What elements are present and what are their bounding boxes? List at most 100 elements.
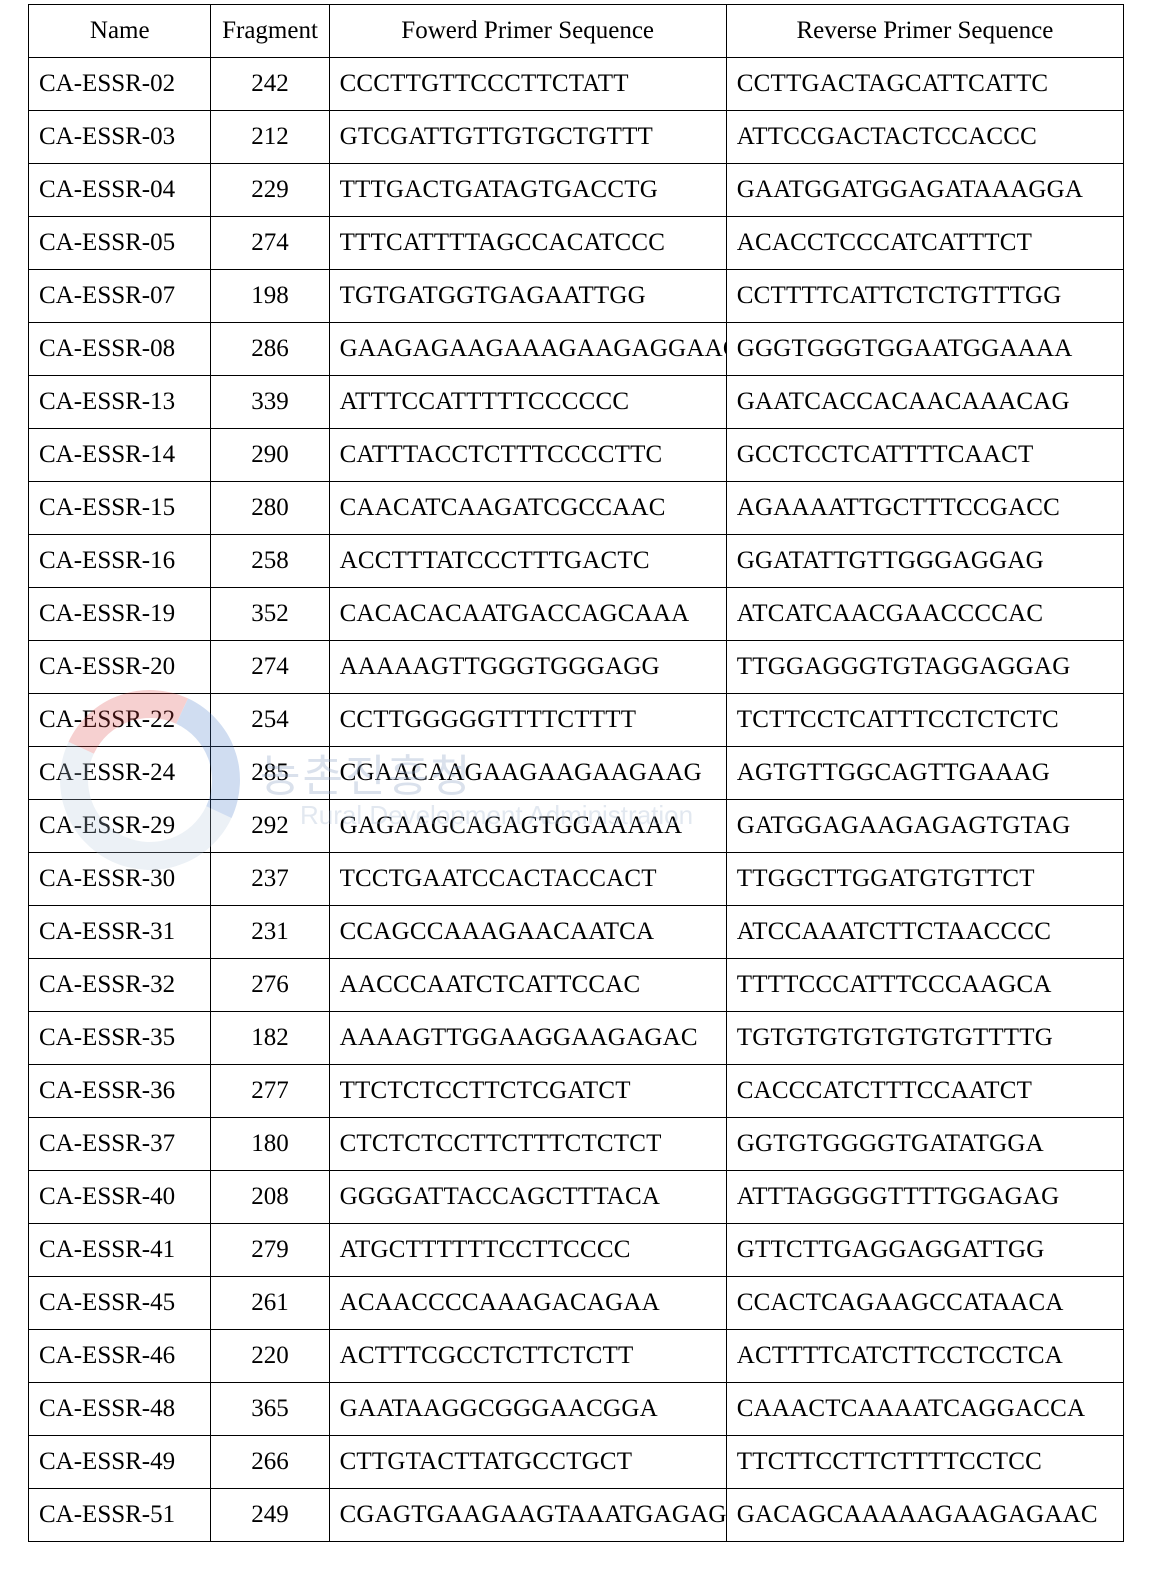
cell-fragment: 212 (211, 111, 329, 164)
cell-reverse-seq: AGTGTTGGCAGTTGAAAG (726, 747, 1123, 800)
cell-name: CA-ESSR-05 (29, 217, 211, 270)
cell-fragment: 280 (211, 482, 329, 535)
table-row: CA-ESSR-49266CTTGTACTTATGCCTGCTTTCTTCCTT… (29, 1436, 1124, 1489)
cell-forward-seq: TTCTCTCCTTCTCGATCT (329, 1065, 726, 1118)
cell-forward-seq: AACCCAATCTCATTCCAC (329, 959, 726, 1012)
cell-name: CA-ESSR-32 (29, 959, 211, 1012)
cell-name: CA-ESSR-08 (29, 323, 211, 376)
table-row: CA-ESSR-03212GTCGATTGTTGTGCTGTTTATTCCGAC… (29, 111, 1124, 164)
table-row: CA-ESSR-46220ACTTTCGCCTCTTCTCTTACTTTTCAT… (29, 1330, 1124, 1383)
cell-reverse-seq: TTGGCTTGGATGTGTTCT (726, 853, 1123, 906)
table-row: CA-ESSR-30237TCCTGAATCCACTACCACTTTGGCTTG… (29, 853, 1124, 906)
cell-name: CA-ESSR-24 (29, 747, 211, 800)
cell-fragment: 220 (211, 1330, 329, 1383)
cell-reverse-seq: ATTTAGGGGTTTTGGAGAG (726, 1171, 1123, 1224)
cell-fragment: 279 (211, 1224, 329, 1277)
table-row: CA-ESSR-24285CGAACAAGAAGAAGAAGAAGAGTGTTG… (29, 747, 1124, 800)
table-row: CA-ESSR-31231CCAGCCAAAGAACAATCAATCCAAATC… (29, 906, 1124, 959)
cell-forward-seq: ACAACCCCAAAGACAGAA (329, 1277, 726, 1330)
cell-name: CA-ESSR-35 (29, 1012, 211, 1065)
table-row: CA-ESSR-16258ACCTTTATCCCTTTGACTCGGATATTG… (29, 535, 1124, 588)
cell-forward-seq: GAAGAGAAGAAAGAAGAGGAAG (329, 323, 726, 376)
table-row: CA-ESSR-41279ATGCTTTTTTCCTTCCCCGTTCTTGAG… (29, 1224, 1124, 1277)
cell-reverse-seq: CAAACTCAAAATCAGGACCA (726, 1383, 1123, 1436)
cell-reverse-seq: GAATGGATGGAGATAAAGGA (726, 164, 1123, 217)
cell-reverse-seq: TTCTTCCTTCTTTTCCTCC (726, 1436, 1123, 1489)
table-row: CA-ESSR-20274AAAAAGTTGGGTGGGAGGTTGGAGGGT… (29, 641, 1124, 694)
cell-forward-seq: TCCTGAATCCACTACCACT (329, 853, 726, 906)
cell-fragment: 365 (211, 1383, 329, 1436)
cell-fragment: 274 (211, 641, 329, 694)
cell-name: CA-ESSR-30 (29, 853, 211, 906)
cell-reverse-seq: TTGGAGGGTGTAGGAGGAG (726, 641, 1123, 694)
cell-reverse-seq: AGAAAATTGCTTTCCGACC (726, 482, 1123, 535)
cell-name: CA-ESSR-19 (29, 588, 211, 641)
cell-fragment: 339 (211, 376, 329, 429)
table-row: CA-ESSR-14290CATTTACCTCTTTCCCCTTCGCCTCCT… (29, 429, 1124, 482)
cell-reverse-seq: ATCCAAATCTTCTAACCCC (726, 906, 1123, 959)
cell-name: CA-ESSR-31 (29, 906, 211, 959)
cell-reverse-seq: TGTGTGTGTGTGTGTTTTG (726, 1012, 1123, 1065)
cell-reverse-seq: GGGTGGGTGGAATGGAAAA (726, 323, 1123, 376)
table-row: CA-ESSR-08286GAAGAGAAGAAAGAAGAGGAAGGGGTG… (29, 323, 1124, 376)
cell-fragment: 266 (211, 1436, 329, 1489)
table-row: CA-ESSR-29292GAGAAGCAGAGTGGAAAAAGATGGAGA… (29, 800, 1124, 853)
cell-name: CA-ESSR-48 (29, 1383, 211, 1436)
cell-name: CA-ESSR-49 (29, 1436, 211, 1489)
table-header-row: Name Fragment Fowerd Primer Sequence Rev… (29, 5, 1124, 58)
cell-forward-seq: CGAGTGAAGAAGTAAATGAGAG (329, 1489, 726, 1542)
table-row: CA-ESSR-04229TTTGACTGATAGTGACCTGGAATGGAT… (29, 164, 1124, 217)
cell-fragment: 276 (211, 959, 329, 1012)
cell-forward-seq: AAAAGTTGGAAGGAAGAGAC (329, 1012, 726, 1065)
col-header-fragment: Fragment (211, 5, 329, 58)
cell-name: CA-ESSR-04 (29, 164, 211, 217)
cell-name: CA-ESSR-51 (29, 1489, 211, 1542)
cell-forward-seq: CAACATCAAGATCGCCAAC (329, 482, 726, 535)
cell-forward-seq: ATGCTTTTTTCCTTCCCC (329, 1224, 726, 1277)
primer-table: Name Fragment Fowerd Primer Sequence Rev… (28, 4, 1124, 1542)
table-row: CA-ESSR-35182AAAAGTTGGAAGGAAGAGACTGTGTGT… (29, 1012, 1124, 1065)
cell-forward-seq: ATTTCCATTTTTCCCCCC (329, 376, 726, 429)
cell-name: CA-ESSR-07 (29, 270, 211, 323)
cell-name: CA-ESSR-29 (29, 800, 211, 853)
cell-fragment: 254 (211, 694, 329, 747)
table-row: CA-ESSR-32276AACCCAATCTCATTCCACTTTTCCCAT… (29, 959, 1124, 1012)
cell-reverse-seq: TCTTCCTCATTTCCTCTCTC (726, 694, 1123, 747)
cell-reverse-seq: CACCCATCTTTCCAATCT (726, 1065, 1123, 1118)
table-row: CA-ESSR-19352CACACACAATGACCAGCAAAATCATCA… (29, 588, 1124, 641)
cell-forward-seq: CACACACAATGACCAGCAAA (329, 588, 726, 641)
cell-name: CA-ESSR-16 (29, 535, 211, 588)
table-row: CA-ESSR-51249CGAGTGAAGAAGTAAATGAGAGGACAG… (29, 1489, 1124, 1542)
cell-fragment: 286 (211, 323, 329, 376)
cell-forward-seq: CCAGCCAAAGAACAATCA (329, 906, 726, 959)
cell-forward-seq: ACCTTTATCCCTTTGACTC (329, 535, 726, 588)
cell-fragment: 180 (211, 1118, 329, 1171)
cell-name: CA-ESSR-22 (29, 694, 211, 747)
cell-forward-seq: TTTGACTGATAGTGACCTG (329, 164, 726, 217)
cell-fragment: 249 (211, 1489, 329, 1542)
cell-fragment: 198 (211, 270, 329, 323)
cell-fragment: 274 (211, 217, 329, 270)
cell-forward-seq: CATTTACCTCTTTCCCCTTC (329, 429, 726, 482)
cell-forward-seq: CCTTGGGGGTTTTCTTTT (329, 694, 726, 747)
cell-forward-seq: GAGAAGCAGAGTGGAAAAA (329, 800, 726, 853)
col-header-name: Name (29, 5, 211, 58)
cell-fragment: 229 (211, 164, 329, 217)
table-row: CA-ESSR-15280CAACATCAAGATCGCCAACAGAAAATT… (29, 482, 1124, 535)
table-row: CA-ESSR-45261ACAACCCCAAAGACAGAACCACTCAGA… (29, 1277, 1124, 1330)
cell-fragment: 182 (211, 1012, 329, 1065)
cell-forward-seq: CTTGTACTTATGCCTGCT (329, 1436, 726, 1489)
cell-name: CA-ESSR-41 (29, 1224, 211, 1277)
col-header-reverse: Reverse Primer Sequence (726, 5, 1123, 58)
cell-fragment: 352 (211, 588, 329, 641)
table-row: CA-ESSR-22254CCTTGGGGGTTTTCTTTTTCTTCCTCA… (29, 694, 1124, 747)
cell-reverse-seq: ATCATCAACGAACCCCAC (726, 588, 1123, 641)
cell-name: CA-ESSR-45 (29, 1277, 211, 1330)
cell-forward-seq: TTTCATTTTAGCCACATCCC (329, 217, 726, 270)
cell-reverse-seq: GATGGAGAAGAGAGTGTAG (726, 800, 1123, 853)
table-row: CA-ESSR-02242CCCTTGTTCCCTTCTATTCCTTGACTA… (29, 58, 1124, 111)
cell-reverse-seq: ATTCCGACTACTCCACCC (726, 111, 1123, 164)
cell-reverse-seq: ACACCTCCCATCATTTCT (726, 217, 1123, 270)
table-row: CA-ESSR-37180CTCTCTCCTTCTTTCTCTCTGGTGTGG… (29, 1118, 1124, 1171)
cell-reverse-seq: GGATATTGTTGGGAGGAG (726, 535, 1123, 588)
